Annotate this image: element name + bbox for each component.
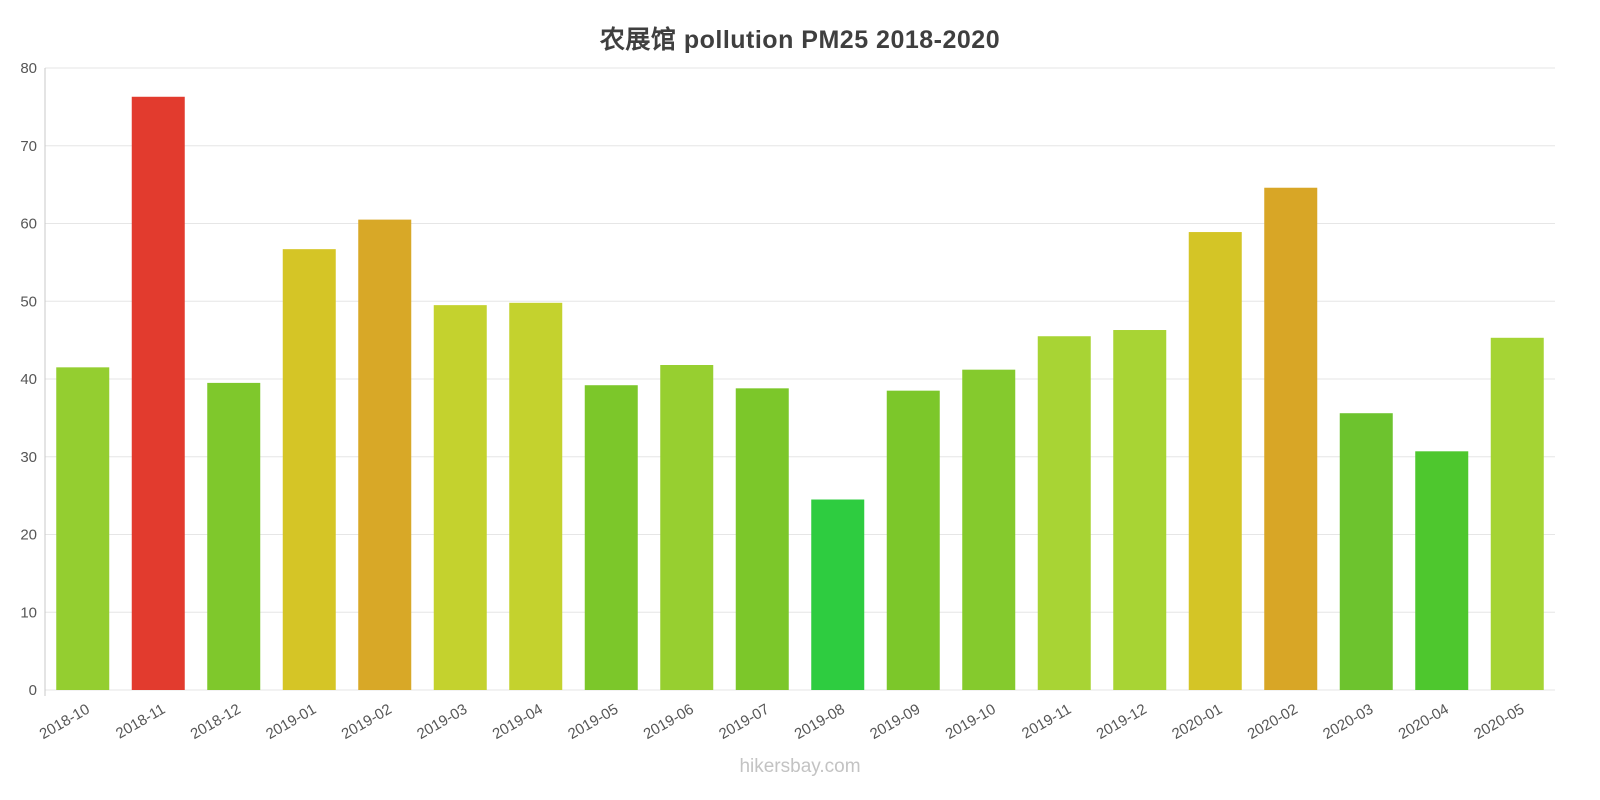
x-tick-label: 2019-01: [263, 701, 319, 743]
x-tick-label: 2019-09: [867, 701, 923, 743]
y-tick-label: 50: [20, 293, 37, 310]
bar-2019-08[interactable]: [811, 499, 865, 690]
bar-2019-10[interactable]: [962, 369, 1016, 690]
x-tick-label: 2019-11: [1019, 701, 1074, 743]
bar-2020-02[interactable]: [1264, 187, 1318, 691]
x-tick-label: 2019-06: [641, 701, 697, 743]
chart-title: 农展馆 pollution PM25 2018-2020: [599, 26, 1001, 54]
x-tick-label: 2019-02: [339, 701, 395, 743]
x-tick-label: 2018-11: [113, 701, 168, 743]
bar-2019-11[interactable]: [1037, 336, 1091, 690]
x-tick-label: 2019-07: [716, 701, 772, 743]
x-tick-label: 2019-04: [490, 701, 546, 743]
x-tick-label: 2020-02: [1245, 701, 1301, 743]
y-tick-label: 80: [20, 60, 37, 77]
x-tick-label: 2018-10: [37, 701, 93, 743]
bar-2019-02[interactable]: [358, 219, 412, 691]
x-tick-label: 2018-12: [188, 701, 244, 743]
bar-2018-12[interactable]: [207, 382, 261, 690]
y-tick-label: 30: [20, 449, 37, 466]
y-tick-label: 70: [20, 138, 37, 155]
bar-2019-01[interactable]: [282, 249, 336, 690]
x-tick-label: 2019-12: [1094, 701, 1150, 743]
watermark-text: hikersbay.com: [739, 756, 861, 777]
x-tick-label: 2020-03: [1320, 701, 1376, 743]
x-tick-label: 2020-05: [1471, 701, 1527, 743]
bar-2019-09[interactable]: [886, 390, 940, 690]
x-tick-label: 2019-03: [414, 701, 470, 743]
bar-2019-12[interactable]: [1113, 330, 1167, 690]
bar-2020-03[interactable]: [1339, 413, 1393, 690]
bar-2018-10[interactable]: [56, 367, 110, 690]
bar-2019-07[interactable]: [735, 388, 789, 690]
bar-2019-04[interactable]: [509, 302, 563, 690]
bar-2019-06[interactable]: [660, 365, 714, 690]
y-tick-label: 20: [20, 527, 37, 544]
bar-2019-05[interactable]: [584, 385, 638, 690]
y-tick-label: 0: [29, 682, 37, 699]
x-tick-label: 2019-05: [565, 701, 621, 743]
bar-2020-01[interactable]: [1188, 232, 1242, 691]
y-tick-label: 60: [20, 216, 37, 233]
bar-2020-04[interactable]: [1415, 451, 1469, 690]
bar-2019-03[interactable]: [433, 305, 487, 690]
bar-2018-11[interactable]: [131, 96, 185, 690]
x-tick-label: 2019-08: [792, 701, 848, 743]
y-tick-label: 10: [20, 604, 37, 621]
y-tick-label: 40: [20, 371, 37, 388]
x-tick-label: 2020-01: [1169, 701, 1225, 743]
x-tick-label: 2019-10: [943, 701, 999, 743]
x-tick-label: 2020-04: [1396, 701, 1452, 743]
bar-2020-05[interactable]: [1490, 337, 1544, 690]
